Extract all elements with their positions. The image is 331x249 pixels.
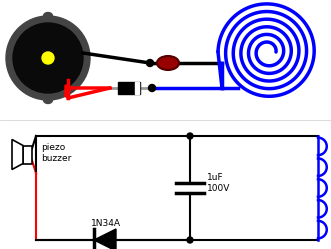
Polygon shape	[94, 229, 116, 249]
Ellipse shape	[43, 97, 53, 104]
Circle shape	[187, 133, 193, 139]
Circle shape	[187, 237, 193, 243]
Bar	[135, 82, 139, 94]
Ellipse shape	[43, 12, 53, 19]
Circle shape	[149, 84, 156, 91]
Bar	[118, 82, 140, 94]
Text: 100V: 100V	[207, 184, 230, 193]
Circle shape	[42, 52, 54, 64]
Polygon shape	[12, 139, 23, 170]
Circle shape	[13, 23, 83, 93]
Bar	[23, 145, 32, 164]
Text: buzzer: buzzer	[41, 154, 71, 163]
Ellipse shape	[157, 56, 179, 70]
Circle shape	[147, 60, 154, 66]
Text: 1uF: 1uF	[207, 173, 224, 182]
Text: piezo: piezo	[41, 143, 65, 152]
Text: 1N34A: 1N34A	[91, 219, 121, 228]
Circle shape	[6, 16, 90, 100]
